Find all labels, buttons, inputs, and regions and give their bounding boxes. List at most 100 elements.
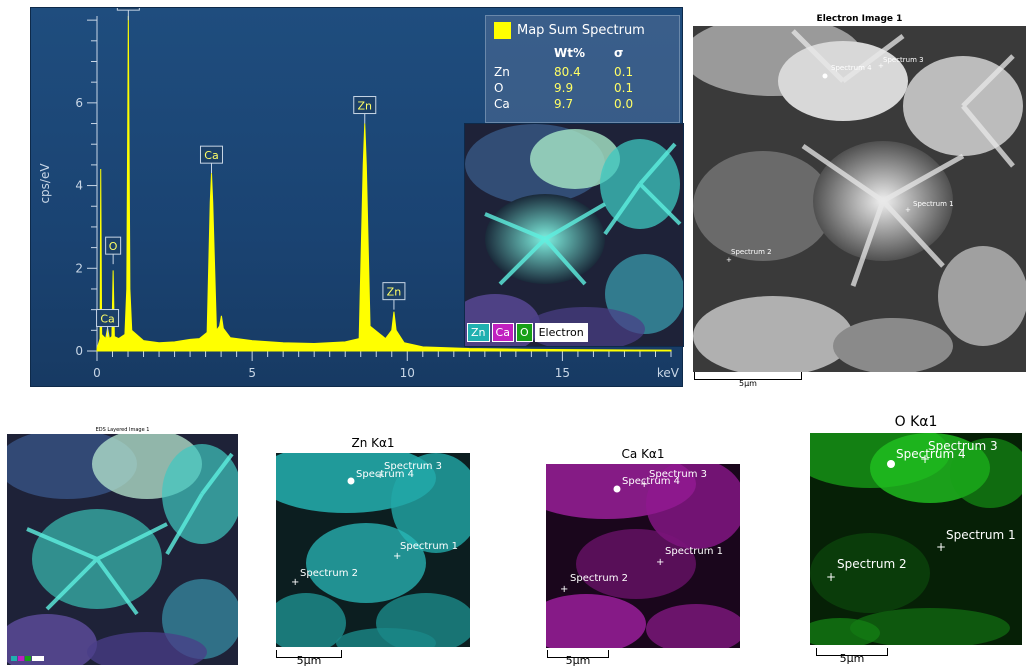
electron-scale-bar bbox=[694, 372, 802, 380]
quant-sigma: 0.1 bbox=[614, 81, 634, 95]
o-spectrum-1-marker: + bbox=[936, 540, 946, 554]
peak-label: Ca bbox=[204, 149, 218, 162]
zn-spectrum-2-label: Spectrum 2 bbox=[300, 568, 358, 579]
quant-table: Map Sum Spectrum Wt% σ Zn 80.4 0.1 O 9.9… bbox=[485, 15, 680, 123]
zn-map-title: Zn Kα1 bbox=[351, 436, 395, 450]
x-axis-label: keV bbox=[657, 366, 680, 380]
peak-label-box bbox=[382, 282, 406, 301]
spectrum-2-marker: + bbox=[726, 256, 732, 264]
o-spectrum-1-label: Spectrum 1 bbox=[946, 528, 1016, 542]
legend-electron: Electron bbox=[534, 323, 588, 342]
spectrum-2-label: Spectrum 2 bbox=[731, 248, 772, 256]
quant-sigma: 0.0 bbox=[614, 97, 634, 111]
quant-wt: 9.7 bbox=[554, 97, 574, 111]
x-tick-label: 10 bbox=[400, 366, 415, 380]
zn-spectrum-3-marker: + bbox=[376, 470, 384, 481]
legend-swatch bbox=[494, 22, 511, 39]
zn-spectrum-2-marker: + bbox=[291, 577, 299, 588]
peak-label: Zn bbox=[358, 100, 373, 113]
quant-row: Zn 80.4 0.1 bbox=[494, 65, 674, 80]
quant-header-sigma: σ bbox=[614, 46, 624, 60]
ca-spectrum-3-marker: + bbox=[640, 479, 648, 490]
legend-label: Map Sum Spectrum bbox=[517, 23, 645, 38]
ca-spectrum-4-label: Spectrum 4 bbox=[622, 476, 680, 487]
zn-spectrum-3-label: Spectrum 3 bbox=[384, 461, 442, 472]
peak-label-box bbox=[353, 96, 377, 115]
x-tick-label: 0 bbox=[93, 366, 101, 380]
zn-map: + Spectrum 3 Spectrum 4 + Spectrum 1 + S… bbox=[276, 453, 470, 647]
peak-label-box bbox=[96, 309, 120, 328]
ca-spectrum-3-label: Spectrum 3 bbox=[649, 469, 707, 480]
zn-spectrum-1-marker: + bbox=[393, 551, 401, 562]
ca-scale-bar bbox=[547, 650, 609, 658]
zn-spectrum-4-label: Spectrum 4 bbox=[356, 469, 414, 480]
quant-element: Zn bbox=[494, 65, 510, 79]
quant-element: Ca bbox=[494, 97, 510, 111]
ca-map-render: + Spectrum 3 Spectrum 4 + Spectrum 1 + S… bbox=[546, 464, 740, 648]
quant-wt: 80.4 bbox=[554, 65, 581, 79]
peak-label: Zn bbox=[121, 8, 136, 9]
layered-image-title: EDS Layered Image 1 bbox=[95, 427, 150, 433]
electron-image: Spectrum 4 + Spectrum 3 + Spectrum 1 + S… bbox=[693, 26, 1026, 372]
o-scale-bar bbox=[816, 648, 888, 656]
peak-label-box bbox=[116, 8, 140, 11]
x-tick-label: 5 bbox=[248, 366, 256, 380]
spectrum-4-label: Spectrum 4 bbox=[831, 64, 872, 72]
o-scale-label: 5µm bbox=[839, 652, 865, 665]
y-tick-label: 4 bbox=[75, 179, 83, 193]
ca-spectrum-1-marker: + bbox=[656, 557, 664, 568]
peak-label: Zn bbox=[387, 286, 402, 299]
electron-image-title: Electron Image 1 bbox=[816, 14, 903, 24]
quant-sigma: 0.1 bbox=[614, 65, 634, 79]
legend-ca: Ca bbox=[491, 323, 514, 342]
ca-spectrum-1-label: Spectrum 1 bbox=[665, 546, 723, 557]
ca-spectrum-2-marker: + bbox=[560, 584, 568, 595]
layered-image bbox=[7, 434, 238, 665]
o-map-render: + Spectrum 3 Spectrum 4 + Spectrum 1 + S… bbox=[810, 433, 1022, 645]
y-axis-label: cps/eV bbox=[38, 163, 52, 204]
electron-image-render: Spectrum 4 + Spectrum 3 + Spectrum 1 + S… bbox=[693, 26, 1026, 372]
layered-inset-image bbox=[465, 124, 683, 346]
quant-element: O bbox=[494, 81, 504, 95]
inset-legend: Zn Ca O Electron bbox=[467, 323, 588, 342]
quant-row: Ca 9.7 0.0 bbox=[494, 97, 674, 112]
spectrum-1-label: Spectrum 1 bbox=[913, 200, 954, 208]
zn-scale-bar bbox=[276, 650, 342, 658]
y-tick-label: 6 bbox=[75, 96, 83, 110]
peak-label: O bbox=[109, 240, 118, 253]
quant-row: O 9.9 0.1 bbox=[494, 81, 674, 96]
spectrum-series bbox=[96, 15, 672, 352]
ca-map-title: Ca Kα1 bbox=[621, 447, 665, 461]
spectrum-1-marker: + bbox=[905, 206, 911, 214]
peak-label: Ca bbox=[100, 313, 114, 326]
quant-header: Wt% σ bbox=[494, 46, 674, 61]
zn-scale-label: 5µm bbox=[296, 654, 322, 667]
o-map: + Spectrum 3 Spectrum 4 + Spectrum 1 + S… bbox=[810, 433, 1022, 645]
ca-scale-label: 5µm bbox=[565, 654, 591, 667]
layered-image-render bbox=[7, 434, 238, 665]
y-tick-label: 0 bbox=[75, 344, 83, 358]
ca-spectrum-2-label: Spectrum 2 bbox=[570, 573, 628, 584]
zn-map-render: + Spectrum 3 Spectrum 4 + Spectrum 1 + S… bbox=[276, 453, 470, 647]
legend-zn: Zn bbox=[467, 323, 490, 342]
o-map-title: O Kα1 bbox=[894, 414, 938, 430]
zn-spectrum-1-label: Spectrum 1 bbox=[400, 541, 458, 552]
peak-label-box bbox=[199, 145, 223, 164]
o-spectrum-3-label: Spectrum 3 bbox=[928, 439, 998, 453]
ca-map: + Spectrum 3 Spectrum 4 + Spectrum 1 + S… bbox=[546, 464, 740, 648]
legend-o: O bbox=[515, 323, 533, 342]
o-spectrum-2-label: Spectrum 2 bbox=[837, 557, 907, 571]
spectrum-3-label: Spectrum 3 bbox=[883, 56, 924, 64]
o-spectrum-3-marker: + bbox=[920, 452, 930, 466]
o-spectrum-2-marker: + bbox=[826, 570, 836, 584]
electron-scale-label: 5µm bbox=[739, 379, 757, 388]
quant-wt: 9.9 bbox=[554, 81, 574, 95]
peak-label-box bbox=[105, 236, 122, 255]
quant-header-wt: Wt% bbox=[554, 46, 585, 60]
x-tick-label: 15 bbox=[555, 366, 570, 380]
o-spectrum-4-label: Spectrum 4 bbox=[896, 447, 966, 461]
layered-image-inset: Zn Ca O Electron bbox=[464, 123, 684, 347]
y-tick-label: 2 bbox=[75, 261, 83, 275]
